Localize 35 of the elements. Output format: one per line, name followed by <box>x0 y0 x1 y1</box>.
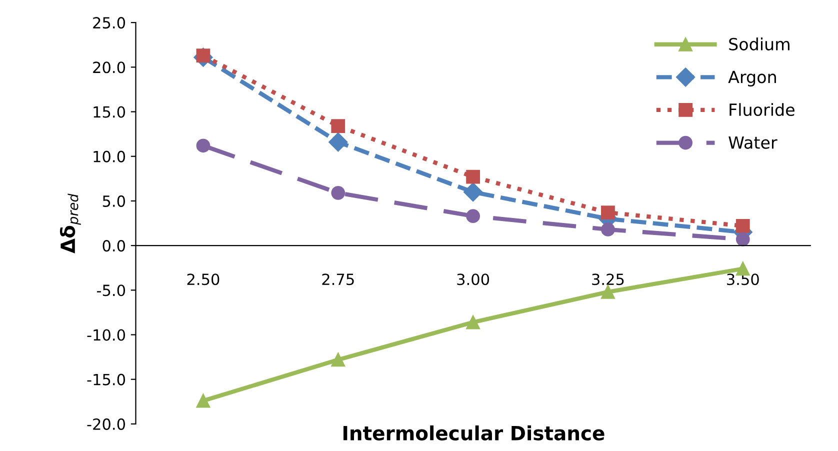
y-tick-label: -20.0 <box>87 418 126 430</box>
y-tick-label: 5.0 <box>102 195 126 207</box>
point <box>736 232 750 246</box>
legend-label: Argon <box>728 70 776 86</box>
point <box>196 394 210 408</box>
point <box>601 284 615 299</box>
point <box>196 138 210 153</box>
x-tick-label: 2.75 <box>322 274 354 286</box>
point <box>601 222 615 236</box>
point <box>736 218 750 233</box>
point <box>466 315 480 330</box>
x-tick-label: 3.00 <box>457 274 490 286</box>
y-tick-label: 0.0 <box>102 240 126 252</box>
y-tick-label: 20.0 <box>93 62 126 74</box>
point <box>466 170 480 184</box>
legend-label: Fluoride <box>730 103 794 116</box>
y-tick-label: -5.0 <box>96 284 126 296</box>
legend-label: Sodium <box>729 38 790 50</box>
y-tick-label: 15.0 <box>94 106 126 118</box>
point <box>601 206 615 220</box>
point <box>466 209 480 224</box>
point <box>464 182 483 202</box>
y-tick-label: 10.0 <box>94 150 126 162</box>
x-axis-title: Intermolecular Distance <box>344 425 604 440</box>
y-tick-label: -10.0 <box>87 329 126 341</box>
y-axis-title: Δδ$_{pred}$ <box>60 194 81 254</box>
point <box>331 352 346 367</box>
y-tick-label: -15.0 <box>87 374 126 386</box>
point <box>328 132 348 152</box>
point <box>331 186 346 200</box>
x-tick-label: 2.50 <box>187 274 220 286</box>
legend-label: Water <box>728 136 778 149</box>
y-tick-label: 25.0 <box>93 17 126 29</box>
x-tick-label: 3.25 <box>592 274 624 286</box>
point <box>331 119 346 133</box>
